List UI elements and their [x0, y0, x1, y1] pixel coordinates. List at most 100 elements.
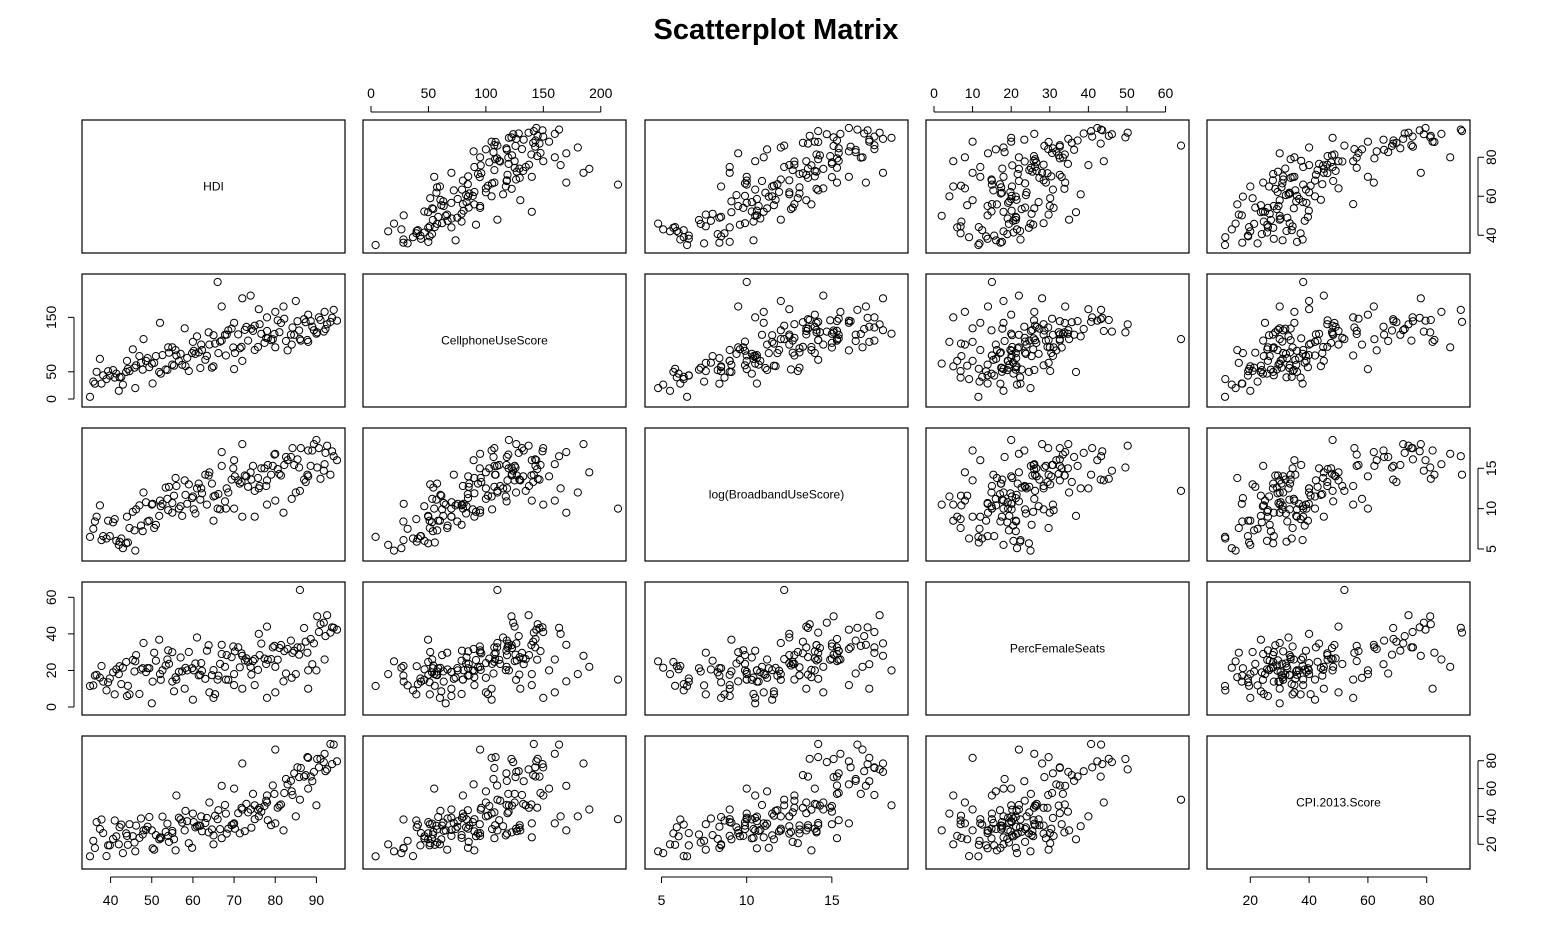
data-point — [1031, 162, 1040, 172]
data-point — [1231, 384, 1240, 393]
data-point — [308, 660, 317, 669]
data-point — [255, 803, 264, 812]
data-point — [238, 651, 247, 660]
data-point — [992, 200, 1002, 209]
data-point — [527, 496, 536, 505]
data-point — [389, 847, 399, 856]
data-point — [1387, 326, 1397, 335]
data-point — [1041, 834, 1051, 843]
data-point — [529, 138, 538, 147]
data-point — [180, 684, 189, 693]
data-point — [1055, 170, 1064, 179]
data-point — [319, 466, 328, 475]
data-point — [1305, 161, 1314, 170]
data-point — [536, 788, 545, 798]
data-point — [279, 677, 288, 686]
data-point — [222, 651, 231, 660]
data-point — [1315, 329, 1324, 338]
data-point — [1021, 349, 1031, 358]
data-point — [995, 806, 1005, 815]
data-point — [775, 187, 784, 197]
data-point — [775, 827, 784, 836]
data-point — [827, 820, 837, 829]
data-point — [752, 666, 762, 675]
data-point — [987, 326, 996, 335]
data-point — [1296, 515, 1305, 524]
data-point — [654, 384, 663, 393]
y-tick-label: 10 — [1483, 501, 1499, 517]
data-point — [671, 840, 680, 849]
data-point — [846, 763, 855, 772]
y-tick-label: 60 — [1483, 188, 1499, 204]
data-point — [785, 161, 794, 170]
data-point — [790, 160, 799, 169]
data-point — [250, 655, 259, 664]
data-point — [1063, 807, 1073, 816]
data-point — [751, 646, 760, 655]
data-point — [147, 826, 156, 835]
data-point — [184, 480, 193, 489]
data-point — [1044, 790, 1053, 800]
data-point — [464, 647, 473, 656]
data-point — [795, 663, 804, 672]
panel-frame — [362, 735, 627, 870]
data-point — [754, 677, 763, 686]
data-point — [1000, 774, 1009, 784]
data-point — [1238, 192, 1248, 201]
data-point — [1277, 363, 1286, 372]
data-point — [960, 307, 970, 316]
data-point — [1000, 336, 1009, 346]
data-point — [832, 634, 842, 644]
data-point — [539, 444, 548, 453]
data-point — [1024, 367, 1034, 376]
data-point — [1014, 164, 1024, 173]
data-point — [515, 670, 524, 679]
data-point — [503, 476, 512, 485]
data-point — [1291, 355, 1300, 364]
data-point — [659, 849, 668, 858]
data-point — [389, 657, 399, 666]
data-point — [562, 677, 571, 686]
data-point — [493, 781, 502, 790]
data-point — [1263, 356, 1273, 365]
data-point — [802, 684, 811, 693]
data-point — [987, 200, 997, 209]
data-point — [425, 841, 434, 850]
data-point — [471, 655, 481, 665]
data-point — [968, 324, 977, 333]
data-point — [742, 351, 751, 360]
data-point — [875, 320, 884, 329]
data-point — [481, 184, 490, 193]
panel-frame — [362, 273, 627, 408]
data-point — [1007, 191, 1016, 200]
data-point — [279, 302, 288, 311]
data-point — [769, 339, 779, 348]
data-point — [156, 675, 165, 684]
data-point — [1048, 314, 1057, 323]
data-point — [1044, 210, 1053, 219]
data-point — [836, 655, 845, 664]
data-point — [1334, 468, 1343, 477]
data-point — [1061, 178, 1070, 187]
data-point — [280, 788, 289, 798]
panel-frame — [925, 427, 1190, 562]
data-point — [1028, 325, 1037, 334]
data-point — [752, 353, 762, 362]
data-point — [262, 481, 271, 491]
data-point — [1107, 130, 1117, 139]
data-point — [1426, 612, 1435, 621]
data-point — [230, 348, 239, 358]
data-point — [161, 483, 170, 492]
panel-frame — [362, 427, 627, 562]
data-point — [725, 805, 734, 814]
data-point — [502, 144, 511, 153]
data-point — [539, 693, 548, 703]
data-point — [535, 772, 544, 781]
data-point — [790, 659, 799, 669]
data-point — [1088, 444, 1097, 453]
data-point — [253, 665, 263, 675]
data-point — [246, 291, 255, 300]
data-point — [834, 788, 843, 798]
data-point — [976, 172, 985, 181]
data-point — [996, 517, 1005, 526]
